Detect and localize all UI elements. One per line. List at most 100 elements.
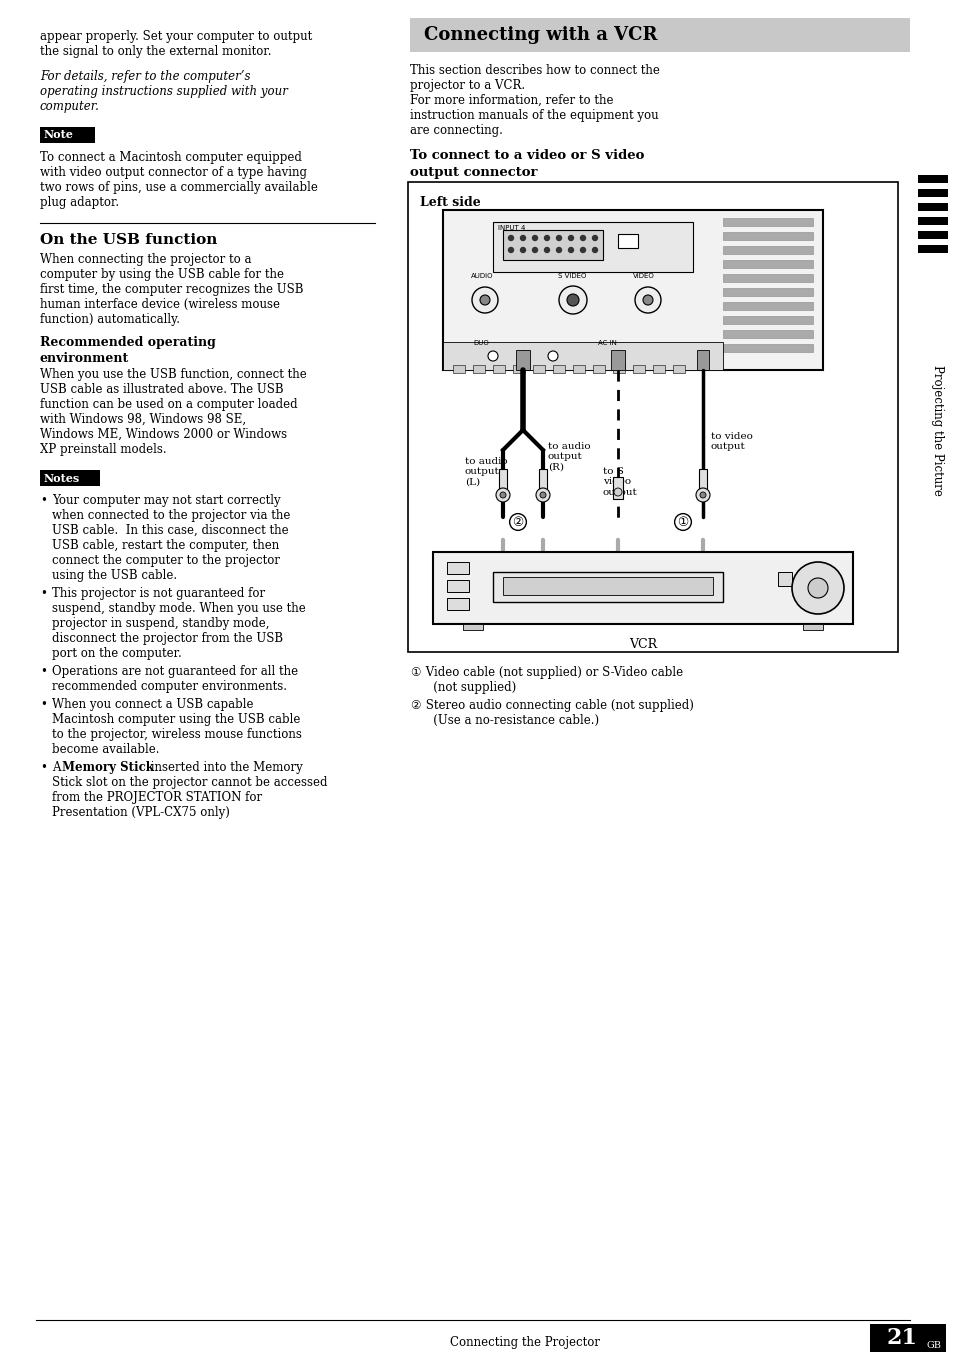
Bar xyxy=(722,260,812,268)
Bar xyxy=(610,350,624,370)
Text: USB cable, restart the computer, then: USB cable, restart the computer, then xyxy=(52,539,279,552)
Bar xyxy=(516,350,530,370)
Bar xyxy=(672,365,684,373)
Circle shape xyxy=(532,247,537,253)
Text: connect the computer to the projector: connect the computer to the projector xyxy=(52,554,280,566)
Bar xyxy=(513,365,524,373)
Text: For details, refer to the computer’s: For details, refer to the computer’s xyxy=(40,70,251,82)
Bar xyxy=(633,365,644,373)
Bar xyxy=(593,365,604,373)
Circle shape xyxy=(592,235,597,241)
Circle shape xyxy=(635,287,660,314)
Bar xyxy=(613,365,624,373)
Circle shape xyxy=(700,492,705,498)
Text: output connector: output connector xyxy=(410,166,537,178)
Text: operating instructions supplied with your: operating instructions supplied with you… xyxy=(40,85,288,97)
Text: ①: ① xyxy=(410,667,420,679)
Text: To connect a Macintosh computer equipped: To connect a Macintosh computer equipped xyxy=(40,151,301,164)
Circle shape xyxy=(536,488,550,502)
Text: •: • xyxy=(40,493,47,507)
Text: On the USB function: On the USB function xyxy=(40,233,217,247)
Text: Connecting the Projector: Connecting the Projector xyxy=(450,1336,599,1349)
Text: suspend, standby mode. When you use the: suspend, standby mode. When you use the xyxy=(52,602,305,615)
Bar xyxy=(442,210,822,370)
Text: For more information, refer to the: For more information, refer to the xyxy=(410,95,613,107)
Text: VIDEO: VIDEO xyxy=(633,273,654,279)
Text: Connecting with a VCR: Connecting with a VCR xyxy=(423,26,657,45)
Text: computer by using the USB cable for the: computer by using the USB cable for the xyxy=(40,268,284,281)
Text: from the PROJECTOR STATION for: from the PROJECTOR STATION for xyxy=(52,791,262,804)
Bar xyxy=(502,230,602,260)
Circle shape xyxy=(642,295,652,306)
Text: This projector is not guaranteed for: This projector is not guaranteed for xyxy=(52,587,265,600)
Bar xyxy=(722,246,812,254)
Bar xyxy=(502,577,712,595)
Text: Windows ME, Windows 2000 or Windows: Windows ME, Windows 2000 or Windows xyxy=(40,429,287,441)
Text: When you use the USB function, connect the: When you use the USB function, connect t… xyxy=(40,368,307,381)
Text: Macintosh computer using the USB cable: Macintosh computer using the USB cable xyxy=(52,713,300,726)
Bar xyxy=(442,342,722,370)
Text: disconnect the projector from the USB: disconnect the projector from the USB xyxy=(52,631,283,645)
Bar xyxy=(722,288,812,296)
Bar xyxy=(573,365,584,373)
Circle shape xyxy=(479,295,490,306)
Bar xyxy=(917,231,947,239)
Text: with Windows 98, Windows 98 SE,: with Windows 98, Windows 98 SE, xyxy=(40,412,246,426)
Bar xyxy=(493,222,692,272)
Text: appear properly. Set your computer to output: appear properly. Set your computer to ou… xyxy=(40,30,312,43)
Circle shape xyxy=(520,235,525,241)
Text: GB: GB xyxy=(925,1341,941,1351)
Text: first time, the computer recognizes the USB: first time, the computer recognizes the … xyxy=(40,283,303,296)
Text: When you connect a USB capable: When you connect a USB capable xyxy=(52,698,253,711)
Text: the signal to only the external monitor.: the signal to only the external monitor. xyxy=(40,45,272,58)
Text: human interface device (wireless mouse: human interface device (wireless mouse xyxy=(40,297,280,311)
Bar xyxy=(493,572,722,602)
Text: Memory Stick: Memory Stick xyxy=(62,761,153,773)
Bar xyxy=(802,625,822,630)
Circle shape xyxy=(544,247,549,253)
Text: when connected to the projector via the: when connected to the projector via the xyxy=(52,508,290,522)
Text: •: • xyxy=(40,587,47,600)
Text: Note: Note xyxy=(44,130,73,141)
Circle shape xyxy=(539,492,545,498)
Text: to S
video
output: to S video output xyxy=(602,466,638,496)
Text: to video
output: to video output xyxy=(710,433,752,452)
Text: using the USB cable.: using the USB cable. xyxy=(52,569,177,581)
Bar xyxy=(917,189,947,197)
Text: ①: ① xyxy=(677,515,688,529)
Circle shape xyxy=(488,352,497,361)
Bar xyxy=(697,350,708,370)
Circle shape xyxy=(544,235,549,241)
Bar xyxy=(533,365,544,373)
Text: to audio
output
(L): to audio output (L) xyxy=(464,457,507,487)
Bar xyxy=(433,552,852,625)
Bar xyxy=(722,233,812,241)
Circle shape xyxy=(547,352,558,361)
Bar xyxy=(917,245,947,253)
Circle shape xyxy=(592,247,597,253)
Text: port on the computer.: port on the computer. xyxy=(52,648,182,660)
Text: Your computer may not start correctly: Your computer may not start correctly xyxy=(52,493,280,507)
Text: (Use a no-resistance cable.): (Use a no-resistance cable.) xyxy=(421,714,598,727)
Text: USB cable.  In this case, disconnect the: USB cable. In this case, disconnect the xyxy=(52,525,289,537)
Text: DUO: DUO xyxy=(473,339,488,346)
Circle shape xyxy=(579,235,585,241)
Text: instruction manuals of the equipment you: instruction manuals of the equipment you xyxy=(410,110,658,122)
Circle shape xyxy=(568,235,573,241)
Bar xyxy=(917,174,947,183)
Text: S VIDEO: S VIDEO xyxy=(558,273,586,279)
Text: Presentation (VPL-CX75 only): Presentation (VPL-CX75 only) xyxy=(52,806,230,819)
Bar xyxy=(722,330,812,338)
Circle shape xyxy=(568,247,573,253)
Text: When connecting the projector to a: When connecting the projector to a xyxy=(40,253,252,266)
Bar xyxy=(699,469,706,491)
Circle shape xyxy=(508,235,513,241)
Bar xyxy=(722,343,812,352)
Bar xyxy=(493,365,504,373)
Text: become available.: become available. xyxy=(52,744,159,756)
Text: with video output connector of a type having: with video output connector of a type ha… xyxy=(40,166,307,178)
Text: to the projector, wireless mouse functions: to the projector, wireless mouse functio… xyxy=(52,727,301,741)
Text: projector in suspend, standby mode,: projector in suspend, standby mode, xyxy=(52,617,269,630)
Text: function can be used on a computer loaded: function can be used on a computer loade… xyxy=(40,397,297,411)
Bar xyxy=(538,469,546,491)
